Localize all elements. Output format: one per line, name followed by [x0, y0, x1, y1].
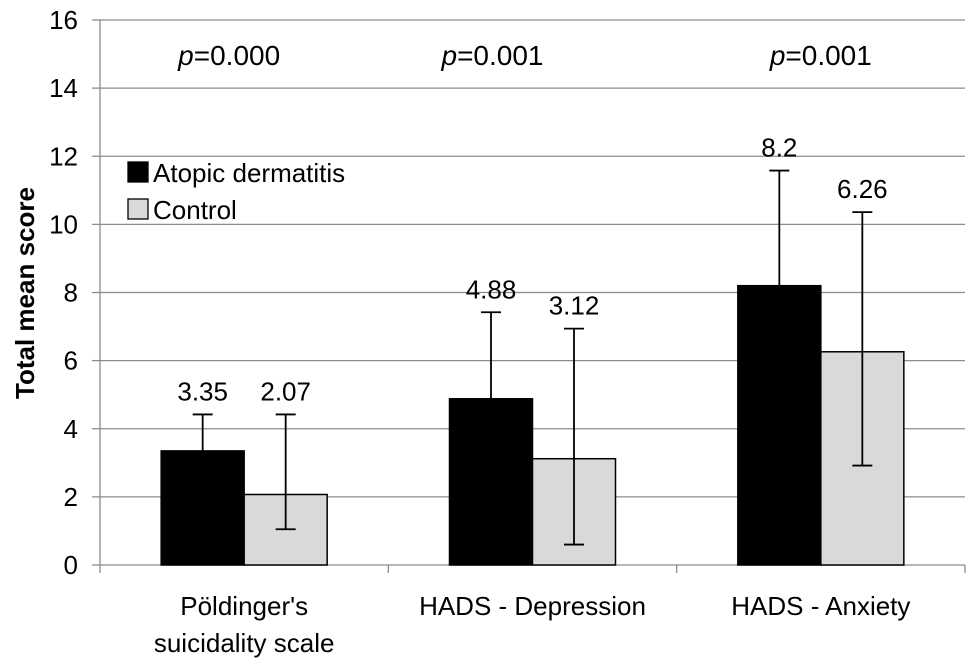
data-label: 2.07 [260, 376, 311, 406]
legend-label: Control [153, 195, 237, 225]
y-tick-label: 6 [64, 346, 78, 376]
category-label: HADS - Anxiety [731, 591, 910, 621]
data-label: 6.26 [837, 174, 888, 204]
data-label: 3.35 [177, 376, 228, 406]
error-bars [192, 169, 873, 546]
bars [160, 284, 905, 566]
y-tick-label: 0 [64, 550, 78, 580]
p-value-label: p=0.001 [441, 40, 544, 71]
legend-swatch [127, 161, 149, 183]
y-tick-label: 16 [49, 5, 78, 35]
bar-atopic-dermatitis [160, 450, 245, 566]
y-axis: 0 2 4 6 8 10 12 14 16 [49, 5, 101, 580]
y-axis-title: Total mean score [10, 187, 40, 399]
y-tick-label: 14 [49, 73, 78, 103]
p-value-label: p=0.000 [177, 40, 280, 71]
legend: Atopic dermatitis Control [127, 158, 345, 225]
x-axis: Pöldinger's suicidality scale HADS - Depre… [99, 564, 966, 658]
y-tick-label: 2 [64, 482, 78, 512]
category-label: Pöldinger's suicidality scale [154, 591, 335, 658]
y-tick-label: 4 [64, 414, 78, 444]
data-label: 4.88 [466, 274, 517, 304]
bar-atopic-dermatitis [737, 284, 822, 566]
data-label: 3.12 [549, 291, 600, 321]
bar-atopic-dermatitis [448, 398, 534, 566]
legend-swatch [127, 198, 149, 220]
p-value-annotations: p=0.000 p=0.001 p=0.001 [177, 40, 872, 71]
y-tick-label: 10 [49, 209, 78, 239]
data-label: 8.2 [761, 133, 797, 163]
category-label: HADS - Depression [419, 591, 646, 621]
y-tick-label: 12 [49, 141, 78, 171]
gridlines [100, 19, 965, 498]
y-tick-label: 8 [64, 278, 78, 308]
data-labels: 3.35 4.88 8.2 2.07 3.12 6.26 [177, 133, 887, 407]
p-value-label: p=0.001 [769, 40, 872, 71]
legend-label: Atopic dermatitis [153, 158, 345, 188]
